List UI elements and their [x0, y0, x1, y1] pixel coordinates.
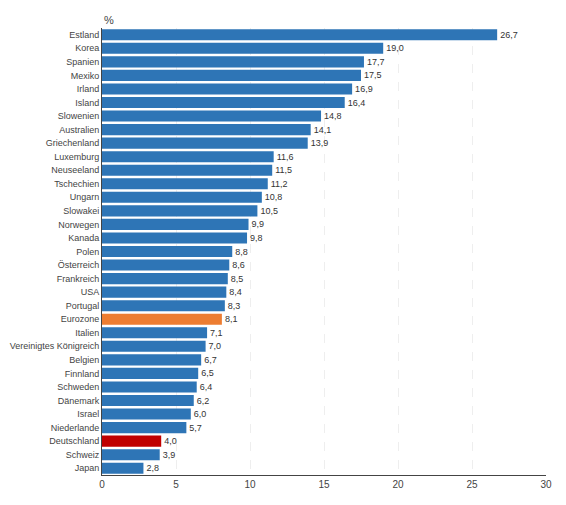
svg-text:26,7: 26,7 [500, 30, 518, 40]
svg-text:Norwegen: Norwegen [58, 220, 99, 230]
svg-text:6,7: 6,7 [204, 355, 217, 365]
svg-text:Finnland: Finnland [65, 369, 100, 379]
svg-text:Griechenland: Griechenland [46, 138, 100, 148]
svg-text:Österreich: Österreich [58, 260, 100, 270]
svg-text:4,0: 4,0 [164, 436, 177, 446]
svg-text:8,8: 8,8 [235, 247, 248, 257]
svg-text:Polen: Polen [76, 247, 99, 257]
svg-text:9,8: 9,8 [250, 233, 263, 243]
svg-text:Neuseeland: Neuseeland [51, 165, 99, 175]
svg-text:Niederlande: Niederlande [51, 423, 100, 433]
svg-text:11,2: 11,2 [271, 179, 288, 189]
svg-text:6,0: 6,0 [194, 409, 207, 419]
svg-text:Italien: Italien [75, 328, 99, 338]
svg-text:13,9: 13,9 [311, 138, 329, 148]
svg-text:Dänemark: Dänemark [58, 396, 100, 406]
svg-text:8,1: 8,1 [225, 314, 238, 324]
svg-text:3,9: 3,9 [163, 450, 176, 460]
svg-text:17,5: 17,5 [364, 70, 382, 80]
svg-text:5,7: 5,7 [189, 423, 202, 433]
svg-text:Slowenien: Slowenien [58, 111, 100, 121]
svg-text:8,4: 8,4 [229, 287, 242, 297]
svg-text:Estland: Estland [69, 30, 99, 40]
svg-text:Israel: Israel [77, 409, 99, 419]
svg-text:Eurozone: Eurozone [61, 314, 100, 324]
svg-text:Deutschland: Deutschland [49, 436, 99, 446]
svg-text:Irland: Irland [77, 84, 100, 94]
svg-text:Schweiz: Schweiz [66, 450, 100, 460]
svg-text:17,7: 17,7 [367, 57, 385, 67]
svg-text:25: 25 [466, 479, 478, 490]
svg-text:6,4: 6,4 [200, 382, 213, 392]
svg-text:2,8: 2,8 [146, 463, 159, 473]
svg-text:11,5: 11,5 [275, 165, 292, 175]
svg-text:14,1: 14,1 [314, 125, 332, 135]
svg-text:8,6: 8,6 [232, 260, 245, 270]
svg-text:Portugal: Portugal [66, 301, 100, 311]
svg-text:30: 30 [540, 479, 552, 490]
svg-text:Slowakei: Slowakei [63, 206, 99, 216]
svg-text:20: 20 [392, 479, 404, 490]
svg-text:Japan: Japan [75, 463, 100, 473]
svg-text:Luxemburg: Luxemburg [54, 152, 99, 162]
svg-text:USA: USA [81, 287, 100, 297]
svg-text:Ungarn: Ungarn [70, 192, 100, 202]
svg-text:10,5: 10,5 [260, 206, 278, 216]
svg-text:6,2: 6,2 [197, 396, 210, 406]
svg-text:Frankreich: Frankreich [57, 274, 100, 284]
svg-text:Kanada: Kanada [68, 233, 99, 243]
svg-text:11,6: 11,6 [277, 152, 294, 162]
svg-text:16,9: 16,9 [355, 84, 373, 94]
svg-text:Belgien: Belgien [69, 355, 99, 365]
svg-text:Vereinigtes Königreich: Vereinigtes Königreich [10, 341, 100, 351]
svg-text:10,8: 10,8 [265, 192, 283, 202]
svg-text:Korea: Korea [75, 43, 99, 53]
svg-text:%: % [104, 14, 114, 26]
svg-text:15: 15 [318, 479, 330, 490]
svg-text:8,5: 8,5 [231, 274, 244, 284]
svg-text:6,5: 6,5 [201, 368, 214, 378]
svg-text:19,0: 19,0 [386, 43, 404, 53]
svg-text:7,0: 7,0 [209, 341, 222, 351]
svg-text:14,8: 14,8 [324, 111, 342, 121]
svg-text:Schweden: Schweden [57, 382, 99, 392]
svg-text:5: 5 [173, 479, 179, 490]
svg-text:0: 0 [99, 479, 105, 490]
svg-text:Mexiko: Mexiko [71, 71, 100, 81]
svg-text:8,3: 8,3 [228, 301, 241, 311]
svg-text:10: 10 [244, 479, 256, 490]
svg-text:Spanien: Spanien [66, 57, 99, 67]
svg-text:16,4: 16,4 [348, 98, 366, 108]
svg-text:9,9: 9,9 [252, 219, 265, 229]
svg-text:7,1: 7,1 [210, 328, 223, 338]
svg-text:Australien: Australien [59, 125, 99, 135]
svg-text:Island: Island [75, 98, 99, 108]
svg-text:Tschechien: Tschechien [54, 179, 99, 189]
